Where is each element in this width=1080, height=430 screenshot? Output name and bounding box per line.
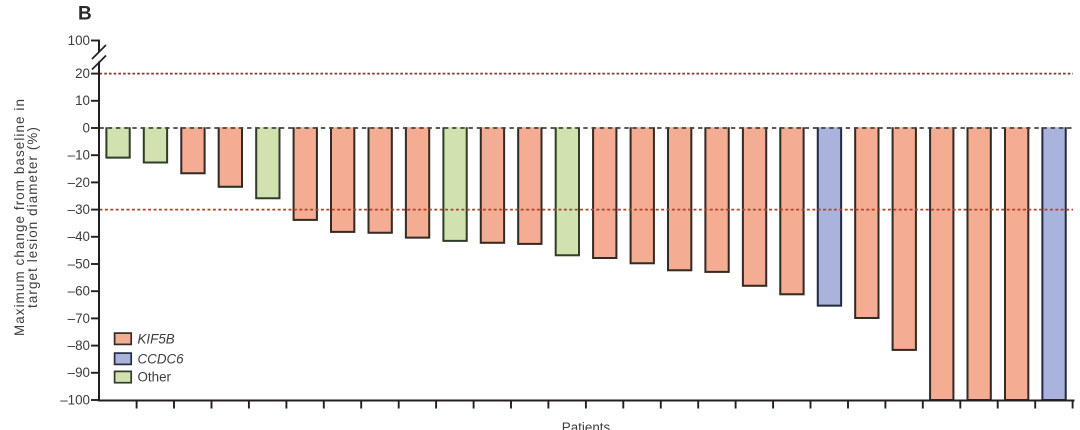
- svg-text:–40: –40: [68, 229, 90, 244]
- svg-text:target lesion diameter (%): target lesion diameter (%): [25, 126, 40, 308]
- svg-text:–50: –50: [68, 256, 90, 271]
- svg-text:Patients: Patients: [562, 420, 611, 430]
- svg-text:–30: –30: [68, 202, 90, 217]
- svg-text:0: 0: [83, 120, 90, 135]
- svg-text:Other: Other: [138, 370, 172, 385]
- svg-text:–90: –90: [68, 365, 90, 380]
- svg-text:–100: –100: [60, 392, 90, 407]
- svg-text:CCDC6: CCDC6: [138, 351, 185, 366]
- svg-text:20: 20: [75, 66, 90, 81]
- svg-text:100: 100: [68, 33, 90, 48]
- svg-text:–20: –20: [68, 175, 90, 190]
- svg-text:–60: –60: [68, 284, 90, 299]
- svg-text:KIF5B: KIF5B: [138, 331, 175, 346]
- svg-text:Maximum change from baseline i: Maximum change from baseline in: [12, 98, 27, 336]
- svg-text:10: 10: [75, 93, 90, 108]
- svg-text:–80: –80: [68, 338, 90, 353]
- svg-text:–10: –10: [68, 148, 90, 163]
- svg-text:B: B: [78, 4, 92, 25]
- svg-text:–70: –70: [68, 311, 90, 326]
